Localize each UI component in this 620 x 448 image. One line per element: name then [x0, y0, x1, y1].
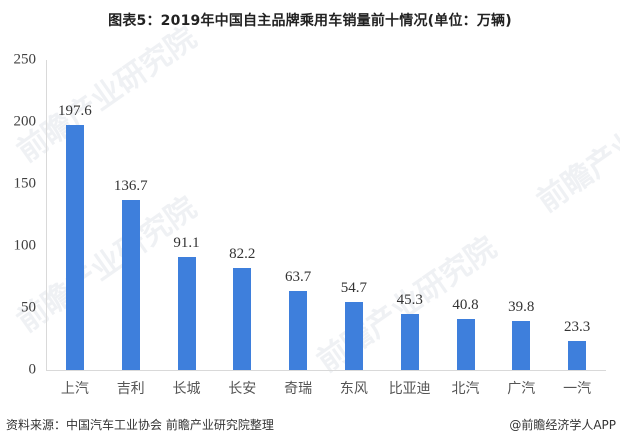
chart-title: 图表5：2019年中国自主品牌乘用车销量前十情况(单位：万辆) — [108, 13, 512, 29]
bar-比亚迪 — [400, 313, 419, 370]
y-tick-label: 200 — [13, 113, 37, 130]
x-tick-label: 一汽 — [563, 381, 592, 397]
data-label: 39.8 — [508, 298, 535, 315]
x-tick-label: 东风 — [339, 381, 368, 397]
x-tick-label: 广汽 — [507, 381, 536, 397]
data-label: 63.7 — [284, 269, 312, 285]
x-tick-label: 比亚迪 — [388, 381, 431, 397]
data-label: 91.1 — [173, 235, 200, 252]
x-tick-label: 北汽 — [451, 381, 480, 397]
bar-上汽 — [65, 124, 84, 370]
x-tick-label: 长安 — [228, 381, 257, 397]
bar-广汽 — [512, 320, 531, 370]
x-axis-line — [46, 370, 606, 371]
data-label: 23.3 — [563, 319, 591, 336]
data-label: 40.8 — [452, 297, 479, 314]
x-tick-label: 长城 — [172, 381, 201, 397]
data-label: 197.6 — [58, 102, 92, 119]
bar-长城 — [177, 257, 196, 370]
y-tick-label: 100 — [13, 237, 37, 254]
source-note: 资料来源：中国汽车工业协会 前瞻产业研究院整理 — [6, 418, 274, 432]
bar-吉利 — [121, 200, 140, 370]
bar-北汽 — [456, 319, 475, 370]
data-label: 54.7 — [340, 280, 368, 297]
bar-一汽 — [568, 341, 587, 370]
x-tick-label: 吉利 — [116, 381, 145, 397]
y-tick-label: 150 — [13, 175, 37, 192]
x-tick-label: 奇瑞 — [284, 381, 313, 397]
data-label: 45.3 — [396, 291, 423, 308]
data-label: 136.7 — [113, 178, 148, 195]
data-label: 82.2 — [229, 246, 256, 263]
bar-奇瑞 — [289, 291, 308, 370]
y-tick-label: 250 — [13, 51, 37, 68]
y-axis-line — [46, 60, 47, 371]
bar-东风 — [344, 302, 363, 370]
y-tick-label: 50 — [21, 299, 36, 316]
bar-长安 — [233, 268, 252, 370]
y-tick-label: 0 — [28, 361, 37, 378]
x-tick-label: 上汽 — [60, 381, 89, 397]
credit-note: @前瞻经济学人APP — [509, 418, 616, 432]
